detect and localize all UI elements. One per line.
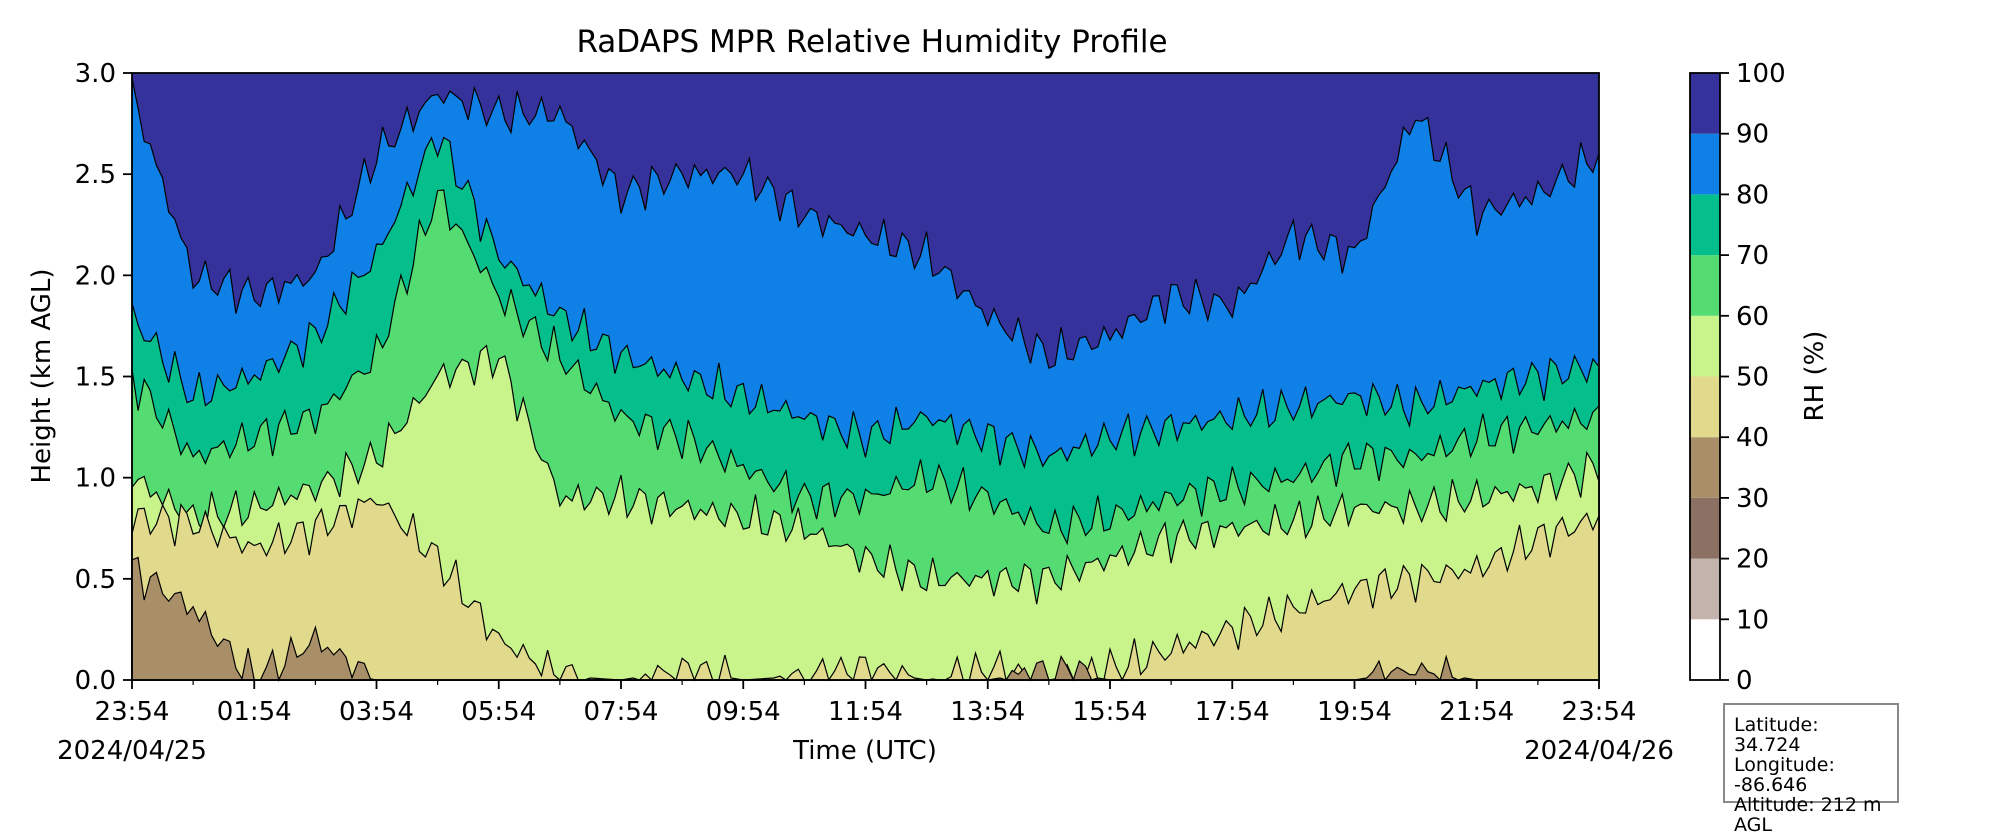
colorbar-swatch xyxy=(1690,73,1720,134)
y-axis-label: Height (km AGL) xyxy=(27,268,57,483)
rh-contour-bands xyxy=(131,78,1600,682)
colorbar: 0 10 20 30 40 50 60 70 80 90 100 xyxy=(1689,59,1786,696)
plot-area xyxy=(131,72,1600,682)
colorbar-swatch xyxy=(1690,497,1720,559)
longitude-text: Longitude: -86.646 xyxy=(1734,754,1835,796)
rh-profile-chart: RaDAPS MPR Relative Humidity Profile 23:… xyxy=(27,24,1830,766)
colorbar-swatch xyxy=(1690,619,1720,680)
y-tick-label: 1.0 xyxy=(75,464,116,494)
colorbar-tick-label: 70 xyxy=(1736,241,1769,271)
x-tick-label: 17:54 xyxy=(1195,697,1270,727)
x-tick-label: 03:54 xyxy=(339,697,414,727)
x-axis-label: Time (UTC) xyxy=(792,736,937,766)
y-tick-label: 0.5 xyxy=(75,565,116,595)
colorbar-tick-label: 10 xyxy=(1736,605,1769,635)
colorbar-tick-label: 50 xyxy=(1736,363,1769,393)
colorbar-tick-label: 80 xyxy=(1736,180,1769,210)
chart-title: RaDAPS MPR Relative Humidity Profile xyxy=(576,24,1167,60)
x-tick-label: 07:54 xyxy=(584,697,659,727)
rh-band-50-60 xyxy=(131,344,1600,681)
y-tick-label: 1.5 xyxy=(75,363,116,393)
colorbar-tick-label: 60 xyxy=(1736,302,1769,332)
colorbar-tick-label: 90 xyxy=(1736,120,1769,150)
x-tick-label: 11:54 xyxy=(828,697,903,727)
latitude-text: Latitude: 34.724 xyxy=(1734,714,1819,756)
x-tick-label: 19:54 xyxy=(1317,697,1392,727)
x-tick-label: 21:54 xyxy=(1439,697,1514,727)
colorbar-label: RH (%) xyxy=(1800,331,1830,422)
x-tick-label: 05:54 xyxy=(461,697,536,727)
colorbar-swatch xyxy=(1690,558,1720,620)
colorbar-tick-label: 0 xyxy=(1736,666,1753,696)
y-tick-label: 3.0 xyxy=(75,59,116,89)
x-tick-label: 13:54 xyxy=(950,697,1025,727)
x-axis: 23:54 01:54 03:54 05:54 07:54 09:54 11:54 13:54… xyxy=(95,680,1637,727)
colorbar-swatch xyxy=(1690,194,1720,256)
colorbar-tick-label: 30 xyxy=(1736,484,1769,514)
colorbar-swatch xyxy=(1690,133,1720,195)
colorbar-swatch xyxy=(1690,437,1720,498)
x-start-date: 2024/04/25 xyxy=(57,736,207,766)
y-axis: 0.0 0.5 1.0 1.5 2.0 2.5 3.0 xyxy=(75,59,132,696)
x-tick-label: 23:54 xyxy=(95,697,170,727)
x-tick-label: 09:54 xyxy=(706,697,781,727)
colorbar-tick-label: 40 xyxy=(1736,423,1769,453)
colorbar-swatch xyxy=(1690,376,1720,438)
colorbar-swatch xyxy=(1690,255,1720,316)
station-info-box: Latitude: 34.724 Longitude: -86.646 Alti… xyxy=(1723,703,1899,835)
colorbar-swatch xyxy=(1690,315,1720,377)
x-tick-label: 15:54 xyxy=(1073,697,1148,727)
x-tick-label: 23:54 xyxy=(1562,697,1637,727)
y-tick-label: 2.0 xyxy=(75,261,116,291)
altitude-text: Altitude: 212 m AGL xyxy=(1734,794,1882,836)
y-tick-label: 2.5 xyxy=(75,160,116,190)
x-end-date: 2024/04/26 xyxy=(1524,736,1674,766)
rh-band-40-50 xyxy=(131,497,1600,682)
x-tick-label: 01:54 xyxy=(217,697,292,727)
y-tick-label: 0.0 xyxy=(75,666,116,696)
colorbar-tick-label: 20 xyxy=(1736,545,1769,575)
colorbar-tick-label: 100 xyxy=(1736,59,1786,89)
